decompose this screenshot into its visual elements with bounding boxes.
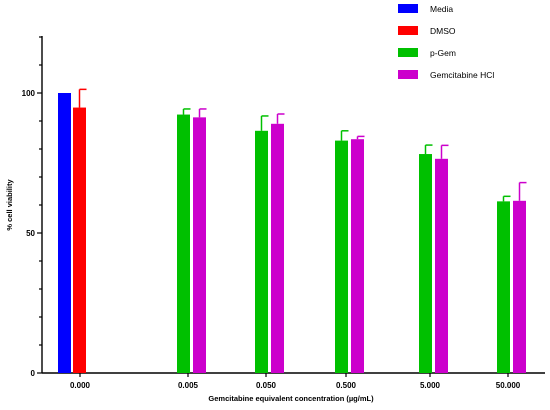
bar bbox=[73, 107, 86, 373]
legend-label: Media bbox=[430, 4, 453, 14]
y-tick-label: 50 bbox=[26, 229, 35, 238]
bar bbox=[419, 154, 432, 373]
legend-swatch bbox=[398, 70, 418, 79]
y-tick-label: 0 bbox=[31, 369, 36, 378]
bar bbox=[513, 200, 526, 373]
legend-swatch bbox=[398, 4, 418, 13]
x-tick-label: 5.000 bbox=[420, 381, 441, 390]
axes bbox=[37, 36, 545, 377]
bar bbox=[271, 123, 284, 373]
bar bbox=[497, 201, 510, 373]
x-tick-label: 0.500 bbox=[336, 381, 357, 390]
bar bbox=[58, 93, 71, 373]
x-tick-label: 0.005 bbox=[178, 381, 199, 390]
bars-group bbox=[58, 93, 526, 373]
legend: Media DMSO p-Gem Gemcitabine HCl bbox=[398, 4, 494, 80]
legend-label: p-Gem bbox=[430, 48, 456, 58]
x-tick-label: 0.000 bbox=[70, 381, 91, 390]
bar bbox=[351, 139, 364, 373]
legend-swatch bbox=[398, 48, 418, 57]
x-tick-label: 50.000 bbox=[496, 381, 521, 390]
bar bbox=[193, 117, 206, 373]
x-axis-title: Gemcitabine equivalent concentration (µg… bbox=[208, 394, 374, 403]
bar bbox=[177, 114, 190, 373]
legend-label: Gemcitabine HCl bbox=[430, 70, 494, 80]
error-bars-group bbox=[78, 88, 527, 202]
x-tick-label: 0.050 bbox=[256, 381, 277, 390]
bar bbox=[255, 130, 268, 373]
y-axis-title: % cell viability bbox=[5, 179, 14, 231]
legend-swatch bbox=[398, 26, 418, 35]
legend-label: DMSO bbox=[430, 26, 456, 36]
y-tick-label: 100 bbox=[22, 89, 36, 98]
tick-labels-group: 0 50 100 0.000 0.005 0.050 0.500 5.000 50.000 bbox=[22, 89, 521, 390]
bar bbox=[435, 158, 448, 373]
bar bbox=[335, 140, 348, 373]
